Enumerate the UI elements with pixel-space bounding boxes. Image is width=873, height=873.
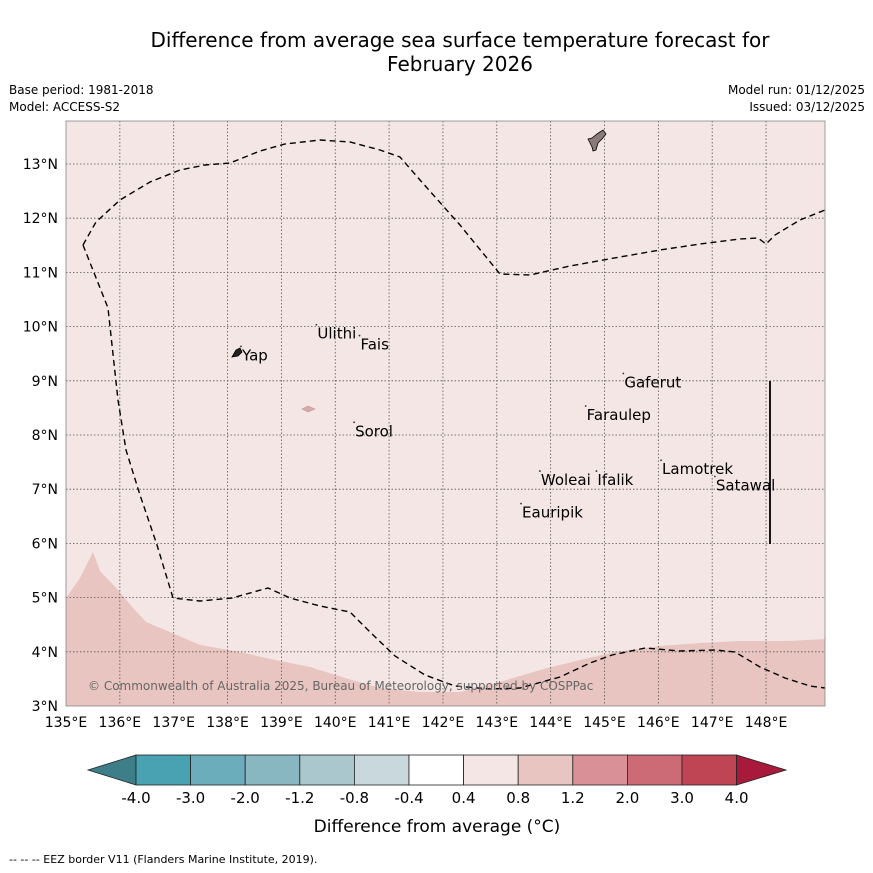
colorbar-segment: [353, 754, 410, 786]
colorbar-tick-label: -3.0: [176, 789, 205, 807]
footer-note: -- -- -- EEZ border V11 (Flanders Marine…: [9, 853, 318, 866]
colorbar-tick-label: -2.0: [231, 789, 260, 807]
lat-tick-label: 10°N: [23, 320, 58, 336]
copyright-notice: © Commonwealth of Australia 2025, Bureau…: [88, 679, 593, 693]
place-label-lamotrek: Lamotrek: [662, 460, 733, 478]
colorbar-segment: [681, 754, 737, 786]
colorbar-extend-high: [736, 754, 788, 786]
colorbar-segment: [135, 754, 191, 786]
colorbar-tick-label: -4.0: [121, 789, 150, 807]
island-dot: [538, 470, 541, 472]
lat-tick-label: 3°N: [32, 699, 58, 715]
place-label-yap: Yap: [241, 346, 268, 364]
map-frame: [65, 120, 826, 707]
place-label-gaferut: Gaferut: [624, 374, 681, 392]
island-yap: [231, 347, 243, 358]
colorbar-tick-label: 0.8: [506, 789, 530, 807]
eez-border: [82, 139, 825, 690]
place-label-sorol: Sorol: [355, 422, 393, 440]
lon-tick-label: 146°E: [637, 715, 680, 731]
lat-tick-label: 5°N: [32, 591, 58, 607]
place-label-ulithi: Ulithi: [317, 325, 356, 343]
lat-tick-label: 9°N: [32, 374, 58, 390]
lon-tick-label: 147°E: [691, 715, 734, 731]
lon-tick-label: 138°E: [206, 715, 249, 731]
lon-tick-label: 139°E: [260, 715, 303, 731]
island-dot: [622, 372, 625, 375]
colorbar: [86, 754, 788, 786]
lon-tick-label: 135°E: [45, 715, 88, 731]
island-dot: [358, 334, 361, 337]
lon-tick-label: 148°E: [745, 715, 788, 731]
colorbar-tick-label: 0.4: [452, 789, 476, 807]
colorbar-extend-low: [86, 754, 137, 786]
lat-tick-label: 12°N: [23, 211, 58, 227]
meta-left: Base period: 1981-2018 Model: ACCESS-S2: [9, 82, 154, 116]
colorbar-label: Difference from average (°C): [314, 817, 561, 837]
model-run: Model run: 01/12/2025: [727, 83, 865, 97]
colorbar-segment: [517, 754, 574, 786]
island-dot: [595, 470, 598, 472]
colorbar-segment: [408, 754, 464, 786]
place-label-eauripik: Eauripik: [522, 504, 583, 522]
longitude-tick-labels: 135°E 136°E 137°E 138°E 139°E 140°E 141°E 142°E…: [45, 715, 788, 731]
colorbar-segment: [572, 754, 628, 786]
colorbar-tick-label: 3.0: [670, 789, 694, 807]
lat-tick-label: 11°N: [23, 265, 58, 281]
map-title: Difference from average sea surface temp…: [60, 28, 860, 76]
lon-tick-label: 137°E: [152, 715, 195, 731]
island-dot: [660, 459, 662, 462]
lon-tick-label: 145°E: [583, 715, 626, 731]
colorbar-segment: [190, 754, 246, 786]
lon-tick-label: 143°E: [476, 715, 519, 731]
colorbar-tick-label: 4.0: [725, 789, 749, 807]
place-label-woleai: Woleai: [541, 471, 591, 489]
lat-tick-label: 8°N: [32, 428, 58, 444]
island-dot: [315, 323, 318, 326]
island-dot: [713, 475, 716, 478]
latitude-tick-labels: 13°N 12°N 11°N 10°N 9°N 8°N 7°N 6°N 5°N 4°N 3°N: [23, 157, 58, 715]
island-dot: [353, 421, 355, 424]
model-name: Model: ACCESS-S2: [9, 100, 121, 114]
warm-anomaly-region: [66, 552, 825, 706]
meta-right: Model run: 01/12/2025 Issued: 03/12/2025: [728, 82, 865, 116]
colorbar-tick-label: 1.2: [561, 789, 585, 807]
colorbar-segment: [244, 754, 301, 786]
lat-tick-label: 7°N: [32, 482, 58, 498]
place-label-satawal: Satawal: [716, 476, 775, 494]
lat-tick-label: 4°N: [32, 645, 58, 661]
colorbar-tick-label: -1.2: [285, 789, 314, 807]
place-label-fais: Fais: [360, 336, 389, 354]
lat-tick-label: 6°N: [32, 536, 58, 552]
colorbar-tick-labels: -4.0 -3.0 -2.0 -1.2 -0.8 -0.4 0.4 0.8 1.2 2.0 3.0 4…: [121, 789, 748, 807]
lon-tick-label: 140°E: [314, 715, 357, 731]
lat-tick-label: 13°N: [23, 157, 58, 173]
island-guam: [587, 129, 607, 152]
place-label-faraulep: Faraulep: [587, 406, 651, 424]
colorbar-segment: [299, 754, 355, 786]
colorbar-segment: [463, 754, 519, 786]
colorbar-segment: [627, 754, 683, 786]
island-dot: [584, 405, 587, 407]
island-dot: [240, 345, 242, 348]
colorbar-tick-label: -0.4: [394, 789, 423, 807]
lon-tick-label: 144°E: [529, 715, 572, 731]
lon-tick-label: 142°E: [422, 715, 465, 731]
place-label-ifalik: Ifalik: [597, 471, 633, 489]
lon-tick-label: 136°E: [99, 715, 142, 731]
colorbar-tick-label: -0.8: [340, 789, 369, 807]
lat-gridlines: [66, 163, 825, 653]
colorbar-tick-label: 2.0: [615, 789, 639, 807]
title-line-1: Difference from average sea surface temp…: [150, 28, 770, 52]
issued-date: Issued: 03/12/2025: [749, 100, 865, 114]
lon-tick-label: 141°E: [368, 715, 411, 731]
island-ngulu-shoal: [301, 405, 316, 413]
title-line-2: February 2026: [387, 52, 533, 76]
island-dot: [520, 502, 522, 505]
base-period: Base period: 1981-2018: [9, 83, 154, 97]
